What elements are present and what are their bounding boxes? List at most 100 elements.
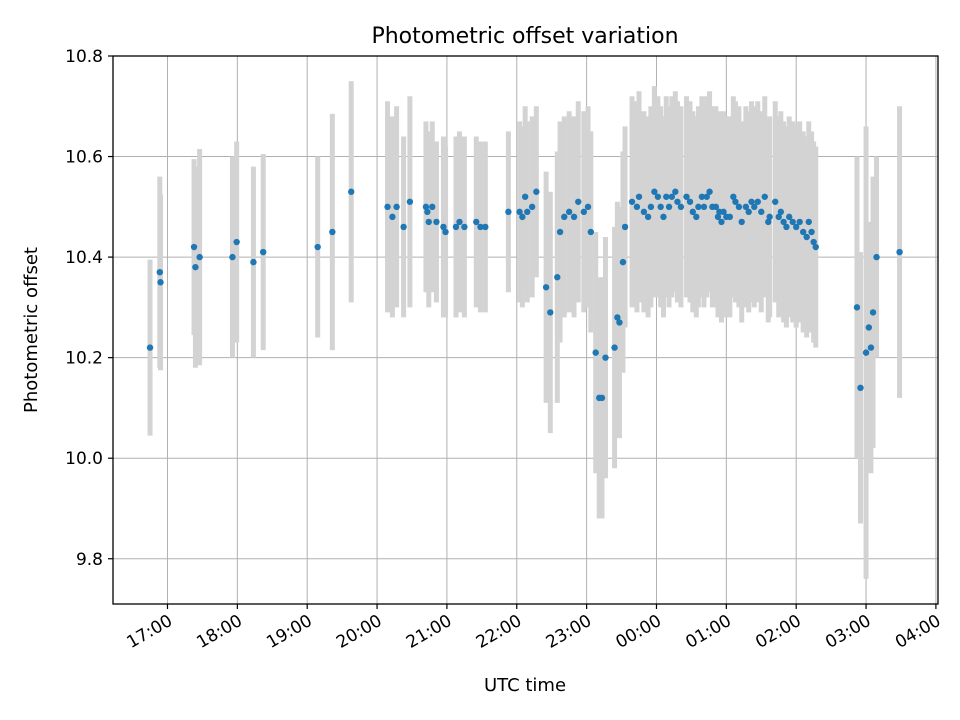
data-point: [742, 203, 750, 211]
data-point: [614, 314, 621, 321]
data-point: [780, 218, 787, 226]
data-point: [896, 248, 903, 256]
data-point: [672, 188, 679, 195]
data-point: [644, 213, 652, 221]
y-tick-label: 10.8: [65, 47, 103, 67]
data-point: [640, 208, 648, 216]
data-point: [706, 188, 713, 195]
data-point: [714, 213, 722, 221]
data-point: [803, 233, 810, 241]
data-point: [660, 213, 667, 221]
data-point: [192, 263, 199, 271]
data-point: [524, 208, 531, 216]
data-point: [528, 203, 536, 211]
data-point: [229, 253, 236, 261]
data-point: [745, 208, 752, 216]
data-point: [651, 188, 658, 195]
data-point: [663, 193, 670, 200]
data-point: [473, 218, 480, 226]
data-point: [584, 203, 592, 211]
data-point: [348, 188, 355, 195]
data-point: [668, 193, 676, 200]
data-point: [400, 223, 407, 231]
y-tick-label: 10.2: [65, 349, 103, 369]
data-point: [718, 218, 725, 226]
data-point: [758, 208, 765, 216]
data-point: [862, 349, 870, 356]
data-point: [657, 203, 664, 211]
data-point: [592, 349, 599, 356]
data-point: [547, 309, 554, 316]
data-point: [635, 193, 643, 200]
data-point: [429, 203, 436, 211]
data-point: [754, 198, 761, 205]
data-point: [196, 253, 203, 261]
data-point: [695, 203, 702, 211]
data-point: [712, 203, 720, 211]
data-point: [505, 208, 512, 216]
data-point: [735, 203, 743, 211]
data-point: [519, 213, 526, 221]
data-point: [812, 243, 819, 251]
data-point: [580, 208, 588, 216]
data-point: [772, 198, 779, 205]
data-point: [570, 213, 578, 221]
data-point: [621, 223, 629, 231]
data-point: [865, 324, 873, 331]
data-point: [619, 258, 627, 266]
data-point: [654, 193, 662, 200]
y-tick-label: 10.6: [65, 148, 103, 168]
data-point: [693, 213, 700, 221]
data-point: [805, 218, 812, 226]
data-point: [156, 268, 164, 276]
data-point: [542, 284, 550, 291]
data-point: [665, 203, 673, 211]
data-point: [810, 238, 817, 246]
data-point: [575, 198, 582, 205]
data-point: [786, 213, 793, 221]
data-point: [792, 223, 800, 231]
data-point: [389, 213, 396, 221]
data-point: [633, 203, 641, 211]
data-point: [482, 223, 489, 231]
data-point: [616, 319, 623, 326]
data-point: [422, 203, 430, 211]
data-point: [775, 213, 782, 221]
data-point: [796, 218, 803, 226]
data-point: [777, 208, 785, 216]
data-point: [700, 203, 708, 211]
data-point: [869, 309, 877, 316]
data-point: [233, 238, 240, 246]
data-point: [565, 208, 573, 216]
plot-frame: [112, 55, 939, 605]
data-point: [554, 274, 561, 281]
data-point: [808, 228, 815, 236]
data-point: [720, 208, 727, 216]
data-point: [867, 344, 875, 351]
data-point: [190, 243, 198, 251]
data-point: [452, 223, 460, 231]
data-point: [689, 208, 697, 216]
data-point: [751, 203, 758, 211]
data-point: [442, 228, 449, 236]
y-tick-label: 10.0: [65, 449, 103, 469]
data-point: [250, 258, 257, 266]
data-point: [789, 218, 796, 226]
data-point: [674, 198, 681, 205]
data-point: [587, 228, 595, 236]
data-point: [406, 198, 414, 205]
data-point: [677, 203, 685, 211]
y-tick-label: 10.4: [65, 248, 103, 268]
data-point: [516, 208, 523, 216]
data-point: [738, 218, 745, 226]
data-point: [146, 344, 154, 351]
chart-title: Photometric offset variation: [371, 24, 678, 49]
data-point: [259, 248, 267, 256]
data-point: [799, 228, 807, 236]
data-point: [748, 198, 755, 205]
data-point: [730, 193, 737, 200]
data-point: [726, 213, 734, 221]
data-point: [384, 203, 391, 211]
